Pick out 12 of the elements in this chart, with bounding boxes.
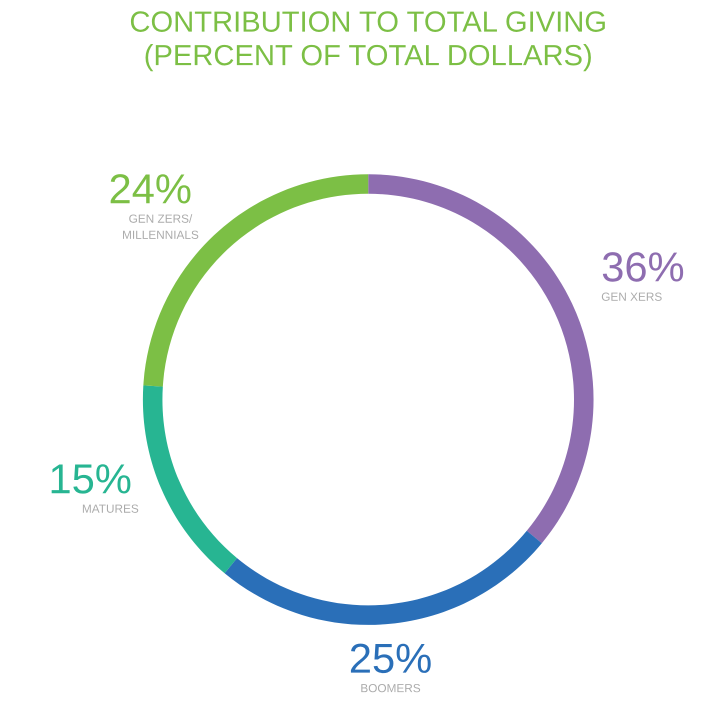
data-label: 24% bbox=[110, 174, 190, 204]
data-label: 25% bbox=[350, 644, 431, 674]
slice-label: GEN XERS bbox=[602, 292, 662, 301]
data-label: 36% bbox=[602, 252, 684, 282]
slice-label: MATURES bbox=[82, 504, 138, 513]
donut-slice bbox=[224, 530, 542, 625]
donut-slice bbox=[368, 174, 594, 544]
chart-title: CONTRIBUTION TO TOTAL GIVING (PERCENT OF TOTAL DOLLARS) bbox=[130, 11, 605, 72]
slice-label: BOOMERS bbox=[361, 684, 420, 692]
slice-label: GEN ZERS/ MILLENNIALS bbox=[123, 214, 198, 239]
donut-slice bbox=[142, 385, 238, 574]
data-label: 15% bbox=[52, 464, 130, 494]
